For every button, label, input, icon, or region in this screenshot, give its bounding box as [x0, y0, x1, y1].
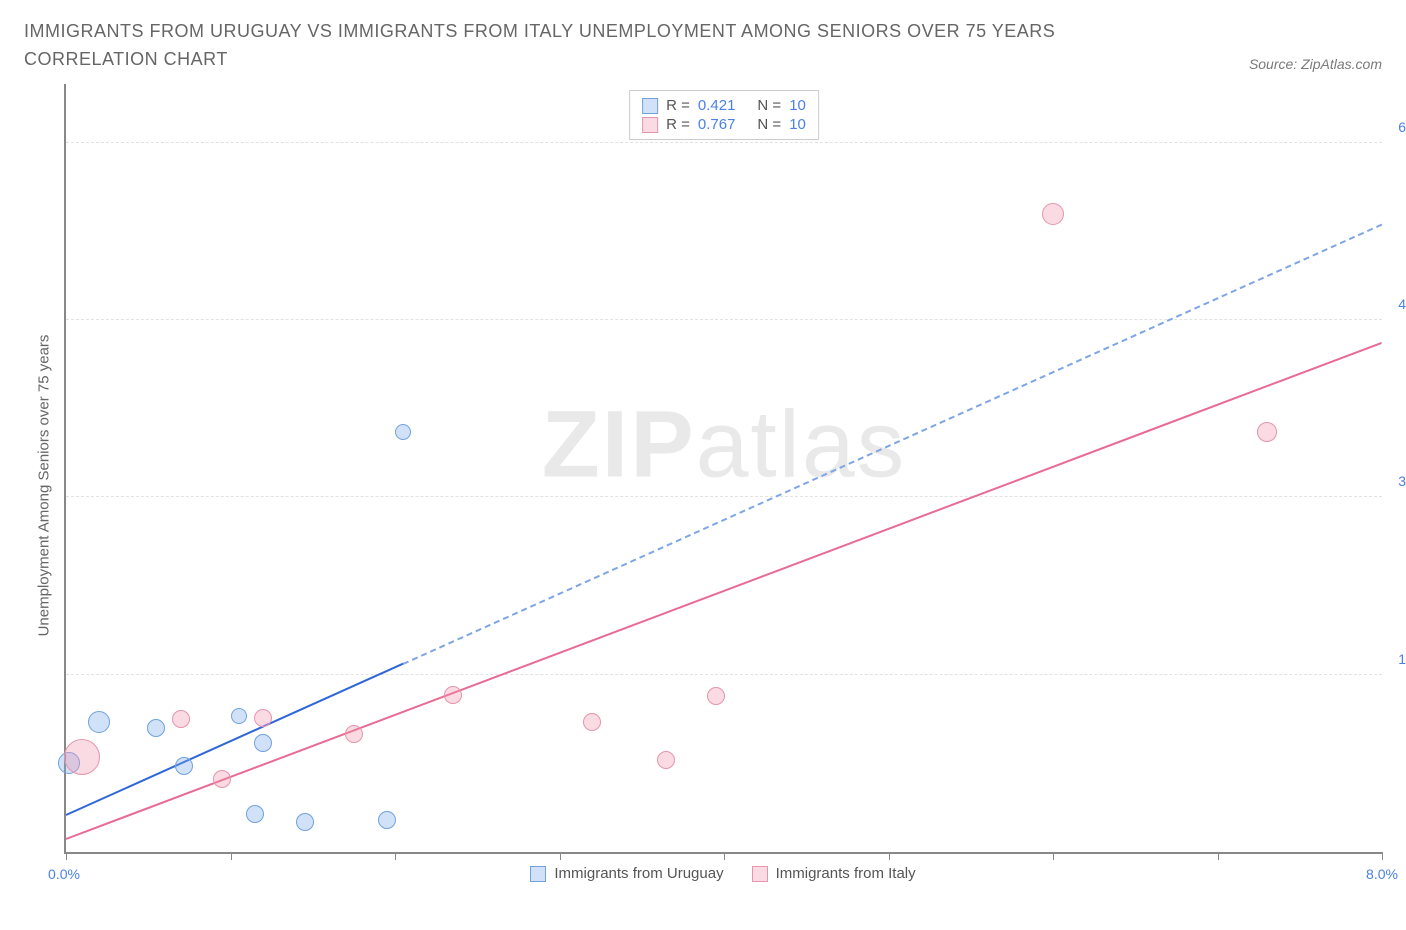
x-tick	[560, 852, 561, 860]
data-point	[707, 687, 725, 705]
data-point	[254, 734, 272, 752]
y-tick-label: 30.0%	[1398, 473, 1406, 489]
source-label: Source: ZipAtlas.com	[1249, 56, 1382, 74]
legend-row-uruguay: R = 0.421 N = 10	[642, 96, 806, 116]
data-point	[147, 719, 165, 737]
x-tick	[231, 852, 232, 860]
series-legend: Immigrants from Uruguay Immigrants from …	[64, 865, 1382, 882]
chart-title: IMMIGRANTS FROM URUGUAY VS IMMIGRANTS FR…	[24, 18, 1144, 74]
y-tick-label: 60.0%	[1398, 119, 1406, 135]
y-axis-label: Unemployment Among Seniors over 75 years	[36, 335, 53, 637]
x-tick	[889, 852, 890, 860]
data-point	[175, 757, 193, 775]
trend-line	[66, 342, 1383, 840]
gridline	[66, 496, 1382, 497]
y-tick-label: 15.0%	[1398, 651, 1406, 667]
x-tick	[1053, 852, 1054, 860]
data-point	[444, 686, 462, 704]
data-point	[246, 805, 264, 823]
x-axis-max-label: 8.0%	[1366, 866, 1398, 882]
data-point	[395, 424, 411, 440]
data-point	[583, 713, 601, 731]
data-point	[1257, 422, 1277, 442]
data-point	[213, 770, 231, 788]
data-point	[378, 811, 396, 829]
data-point	[172, 710, 190, 728]
data-point	[345, 725, 363, 743]
trend-line	[403, 224, 1383, 665]
data-point	[296, 813, 314, 831]
x-tick	[1382, 852, 1383, 860]
data-point	[64, 739, 100, 775]
legend-item-uruguay: Immigrants from Uruguay	[530, 865, 723, 882]
gridline	[66, 674, 1382, 675]
y-tick-label: 45.0%	[1398, 296, 1406, 312]
swatch-italy-icon	[752, 866, 768, 882]
data-point	[231, 708, 247, 724]
swatch-uruguay-icon	[530, 866, 546, 882]
legend-row-italy: R = 0.767 N = 10	[642, 115, 806, 135]
correlation-legend: R = 0.421 N = 10 R = 0.767 N = 10	[629, 90, 819, 140]
swatch-uruguay	[642, 98, 658, 114]
gridline	[66, 142, 1382, 143]
gridline	[66, 319, 1382, 320]
scatter-plot: ZIPatlas R = 0.421 N = 10 R = 0.767 N = …	[64, 84, 1382, 854]
x-tick	[66, 852, 67, 860]
data-point	[254, 709, 272, 727]
legend-item-italy: Immigrants from Italy	[752, 865, 916, 882]
data-point	[657, 751, 675, 769]
swatch-italy	[642, 117, 658, 133]
watermark: ZIPatlas	[542, 390, 906, 499]
x-tick	[1218, 852, 1219, 860]
x-tick	[724, 852, 725, 860]
data-point	[88, 711, 110, 733]
x-tick	[395, 852, 396, 860]
data-point	[1042, 203, 1064, 225]
